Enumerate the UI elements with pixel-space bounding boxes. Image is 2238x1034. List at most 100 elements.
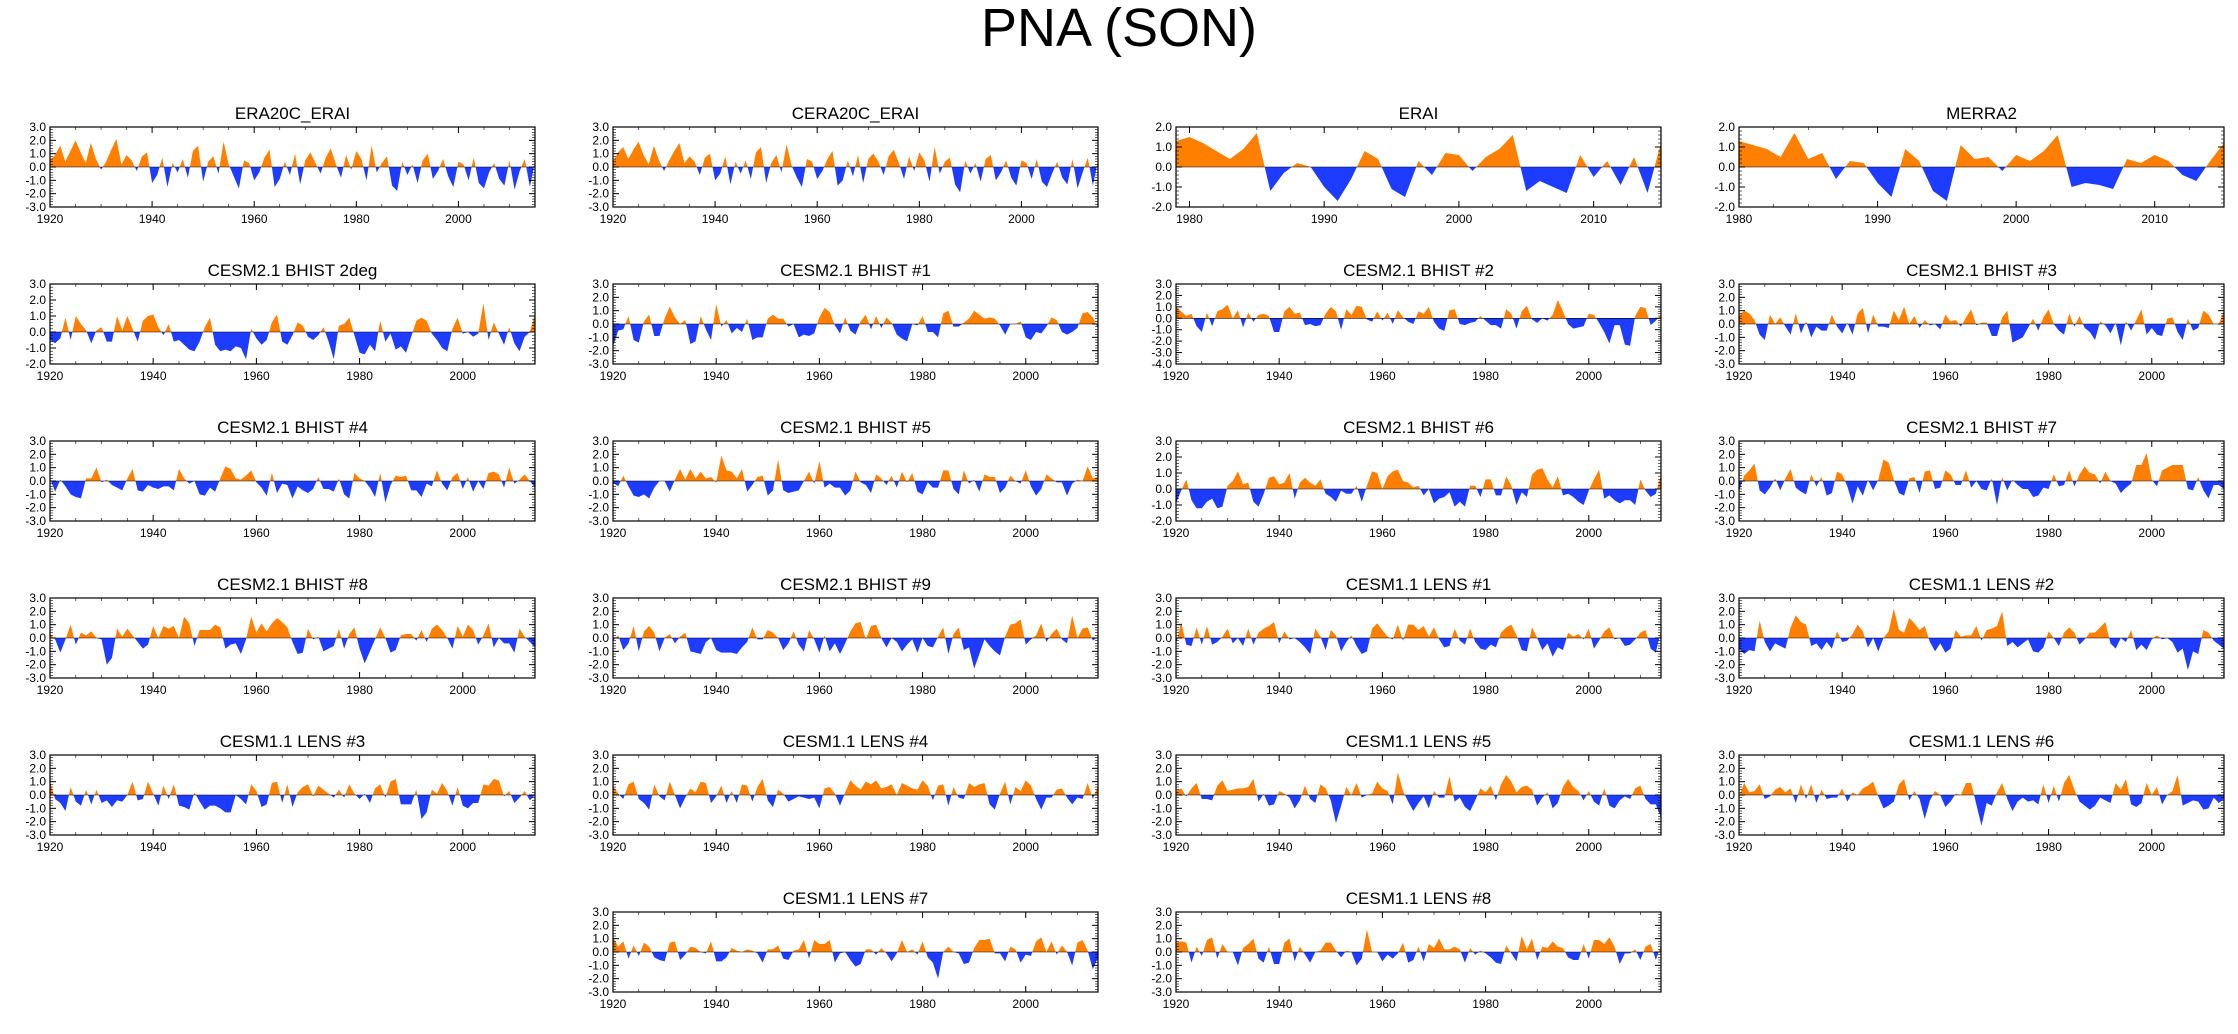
y-tick-label: -1.0	[1714, 487, 1735, 501]
panel: CESM2.1 BHIST #3 3.02.01.00.0-1.0-2.0-3.0…	[1714, 261, 2225, 383]
y-tick-label: 2.0	[1718, 290, 1735, 304]
y-tick-label: -3.0	[588, 514, 609, 528]
y-tick-label: -2.0	[1151, 200, 1172, 214]
y-tick-label: -2.0	[1714, 501, 1735, 515]
y-tick-label: 2.0	[1155, 918, 1172, 932]
y-tick-label: 1.0	[29, 147, 46, 161]
panel: ERAI 2.0 1.0 0.0 -1.0 -2.0 1980 1990 2000 2010	[1151, 104, 1662, 226]
negative-area	[1739, 481, 2224, 505]
panel-title: CESM2.1 BHIST #1	[780, 261, 931, 280]
x-tick-label: 1940	[1266, 997, 1293, 1011]
y-tick-label: -1.0	[25, 487, 46, 501]
x-tick-label: 1940	[140, 683, 167, 697]
x-tick-label: 1980	[2035, 526, 2062, 540]
x-tick-label: 1980	[1472, 526, 1499, 540]
y-tick-label: 0.0	[1155, 311, 1172, 325]
y-tick-label: 1.0	[1155, 300, 1172, 314]
negative-area	[613, 638, 1098, 669]
y-tick-label: 3.0	[1155, 905, 1172, 919]
panel-title: CESM2.1 BHIST #8	[217, 575, 368, 594]
x-tick-label: 1980	[1472, 840, 1499, 854]
x-tick-label: 1920	[1726, 683, 1753, 697]
x-tick-label: 1960	[806, 526, 833, 540]
y-tick-label: 3.0	[1155, 434, 1172, 448]
y-tick-label: 1.0	[1155, 466, 1172, 480]
x-tick-label: 1920	[1163, 997, 1190, 1011]
y-tick-label: 2.0	[29, 293, 46, 307]
y-tick-label: -3.0	[1714, 828, 1735, 842]
panel: CESM2.1 BHIST #7 3.02.01.00.0-1.0-2.0-3.0…	[1714, 418, 2225, 540]
x-tick-label: 1980	[909, 840, 936, 854]
panel: CESM2.1 BHIST #9 3.02.01.00.0-1.0-2.0-3.0…	[588, 575, 1099, 697]
x-tick-label: 2000	[1575, 683, 1602, 697]
positive-area	[1739, 133, 2224, 167]
positive-area	[50, 779, 535, 795]
y-tick-label: 3.0	[1718, 434, 1735, 448]
y-tick-label: 3.0	[1155, 748, 1172, 762]
positive-area	[613, 141, 1098, 167]
y-tick-label: -2.0	[588, 815, 609, 829]
y-tick-label: -1.0	[588, 487, 609, 501]
y-tick-label: -3.0	[588, 985, 609, 999]
y-tick-label: -2.0	[588, 187, 609, 201]
y-tick-label: 2.0	[1718, 761, 1735, 775]
positive-area	[50, 139, 535, 167]
x-tick-label: 1940	[703, 369, 730, 383]
x-tick-label: 1980	[909, 683, 936, 697]
y-tick-label: 2.0	[1155, 450, 1172, 464]
x-tick-label: 2000	[2138, 369, 2165, 383]
y-tick-label: 1.0	[29, 775, 46, 789]
y-tick-label: -3.0	[25, 671, 46, 685]
x-tick-label: 2000	[1446, 212, 1473, 226]
y-tick-label: -1.0	[1151, 958, 1172, 972]
y-tick-label: -3.0	[25, 200, 46, 214]
positive-area	[1176, 300, 1661, 319]
panel-title: CESM1.1 LENS #5	[1346, 732, 1492, 751]
panel: CESM2.1 BHIST #2 3.02.01.00.0-1.0-2.0-3.0…	[1151, 261, 1662, 383]
x-tick-label: 2000	[1008, 212, 1035, 226]
positive-area	[613, 779, 1098, 795]
y-tick-label: 0.0	[1718, 160, 1735, 174]
panel-title: CESM2.1 BHIST #4	[217, 418, 368, 437]
x-tick-label: 1960	[241, 212, 268, 226]
y-tick-label: -1.0	[1151, 498, 1172, 512]
y-tick-label: -2.0	[588, 501, 609, 515]
y-tick-label: -2.0	[588, 972, 609, 986]
y-tick-label: 1.0	[592, 932, 609, 946]
y-tick-label: 0.0	[29, 474, 46, 488]
x-tick-label: 1960	[806, 997, 833, 1011]
y-tick-label: -1.0	[1151, 323, 1172, 337]
negative-area	[1739, 795, 2224, 826]
x-tick-label: 1920	[600, 526, 627, 540]
x-tick-label: 1960	[1932, 526, 1959, 540]
x-tick-label: 1980	[346, 683, 373, 697]
negative-area	[50, 481, 535, 503]
negative-area	[613, 952, 1098, 979]
x-tick-label: 1920	[600, 212, 627, 226]
x-tick-label: 1960	[243, 369, 270, 383]
y-tick-label: 2.0	[592, 918, 609, 932]
negative-area	[1176, 638, 1661, 657]
x-tick-label: 2010	[1580, 212, 1607, 226]
panel: CESM1.1 LENS #73.02.01.00.0-1.0-2.0-3.01…	[588, 889, 1099, 1011]
y-tick-label: 2.0	[592, 761, 609, 775]
x-tick-label: 1920	[1163, 369, 1190, 383]
y-tick-label: 3.0	[1155, 277, 1172, 291]
y-tick-label: 0.0	[592, 317, 609, 331]
x-tick-label: 1920	[600, 997, 627, 1011]
y-tick-label: 1.0	[592, 775, 609, 789]
panel-title: CESM1.1 LENS #3	[220, 732, 366, 751]
y-tick-label: -1.0	[1714, 330, 1735, 344]
negative-area	[1739, 167, 2224, 201]
x-tick-label: 2010	[2141, 212, 2168, 226]
panel-title: ERAI	[1399, 104, 1439, 123]
y-tick-label: 3.0	[1718, 591, 1735, 605]
x-tick-label: 1980	[343, 212, 370, 226]
y-tick-label: -2.0	[1151, 334, 1172, 348]
y-tick-label: 0.0	[29, 160, 46, 174]
x-tick-label: 1940	[703, 997, 730, 1011]
panel: CESM1.1 LENS #63.02.01.00.0-1.0-2.0-3.01…	[1714, 732, 2225, 854]
x-tick-label: 1920	[600, 369, 627, 383]
y-tick-label: 1.0	[592, 147, 609, 161]
